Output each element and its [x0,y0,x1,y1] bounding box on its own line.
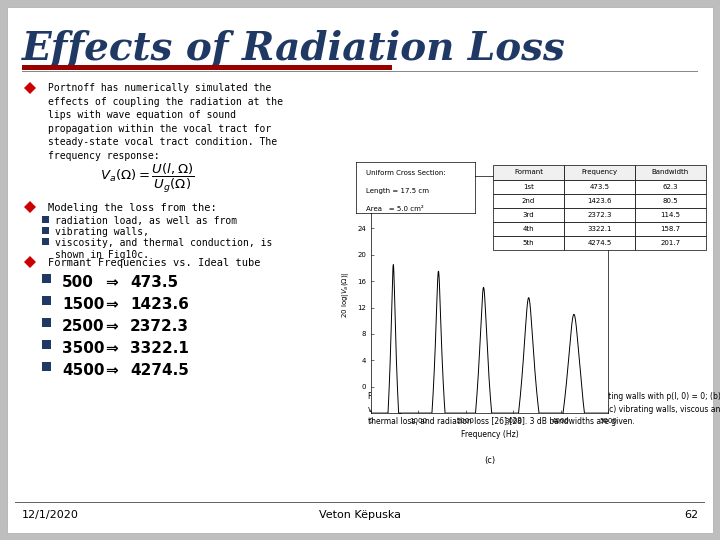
Text: 4500: 4500 [62,363,104,378]
Text: ⇒: ⇒ [105,275,118,290]
Bar [22,65,392,70]
Text: radiation load, as well as from: radiation load, as well as from [55,216,237,226]
Bar [42,362,51,371]
Bar [42,296,51,305]
Text: 500: 500 [62,275,94,290]
Text: Length = 17.5 cm: Length = 17.5 cm [366,187,429,194]
Bar [22,71,698,72]
Text: Figure 4.10  Frequency response of uniform tube with (a) vibrating walls with p(: Figure 4.10 Frequency response of unifor… [368,392,720,426]
Text: vibrating walls,: vibrating walls, [55,227,149,237]
Bar [42,238,49,245]
Text: 2372.3: 2372.3 [130,319,189,334]
Text: 1500: 1500 [62,297,104,312]
Text: 2500: 2500 [62,319,104,334]
Text: viscosity, and thermal conduction, is
shown in Fig10c.: viscosity, and thermal conduction, is sh… [55,238,272,260]
Text: 12/1/2020: 12/1/2020 [22,510,79,520]
Text: 62: 62 [684,510,698,520]
Text: Area   = 5.0 cm²: Area = 5.0 cm² [366,206,423,212]
Bar [42,318,51,327]
Text: ⇒: ⇒ [105,363,118,378]
Text: ⇒: ⇒ [105,341,118,356]
Text: (c): (c) [484,456,495,465]
Text: Effects of Radiation Loss: Effects of Radiation Loss [22,30,566,68]
Bar [42,274,51,283]
X-axis label: Frequency (Hz): Frequency (Hz) [461,429,518,438]
Bar [42,216,49,223]
Text: ⇒: ⇒ [105,297,118,312]
Text: 3500: 3500 [62,341,104,356]
Text: ⇒: ⇒ [105,319,118,334]
Text: $V_a(\Omega) = \dfrac{U(l,\Omega)}{U_g(\Omega)}$: $V_a(\Omega) = \dfrac{U(l,\Omega)}{U_g(\… [100,162,194,195]
Y-axis label: 20 log|$V_a(\Omega)$|: 20 log|$V_a(\Omega)$| [341,271,351,318]
FancyBboxPatch shape [7,7,713,533]
Text: Uniform Cross Section:: Uniform Cross Section: [366,170,446,176]
Text: 1423.6: 1423.6 [130,297,189,312]
Text: Portnoff has numerically simulated the
effects of coupling the radiation at the
: Portnoff has numerically simulated the e… [48,83,283,161]
Bar [15,502,705,503]
Text: Modeling the loss from the:: Modeling the loss from the: [48,203,217,213]
Bar [42,227,49,234]
Text: 4274.5: 4274.5 [130,363,189,378]
Bar [42,340,51,349]
Text: 473.5: 473.5 [130,275,178,290]
Text: Veton Këpuska: Veton Këpuska [319,510,401,520]
Text: 3322.1: 3322.1 [130,341,189,356]
Text: Formant Frequencies vs. Ideal tube: Formant Frequencies vs. Ideal tube [48,258,261,268]
